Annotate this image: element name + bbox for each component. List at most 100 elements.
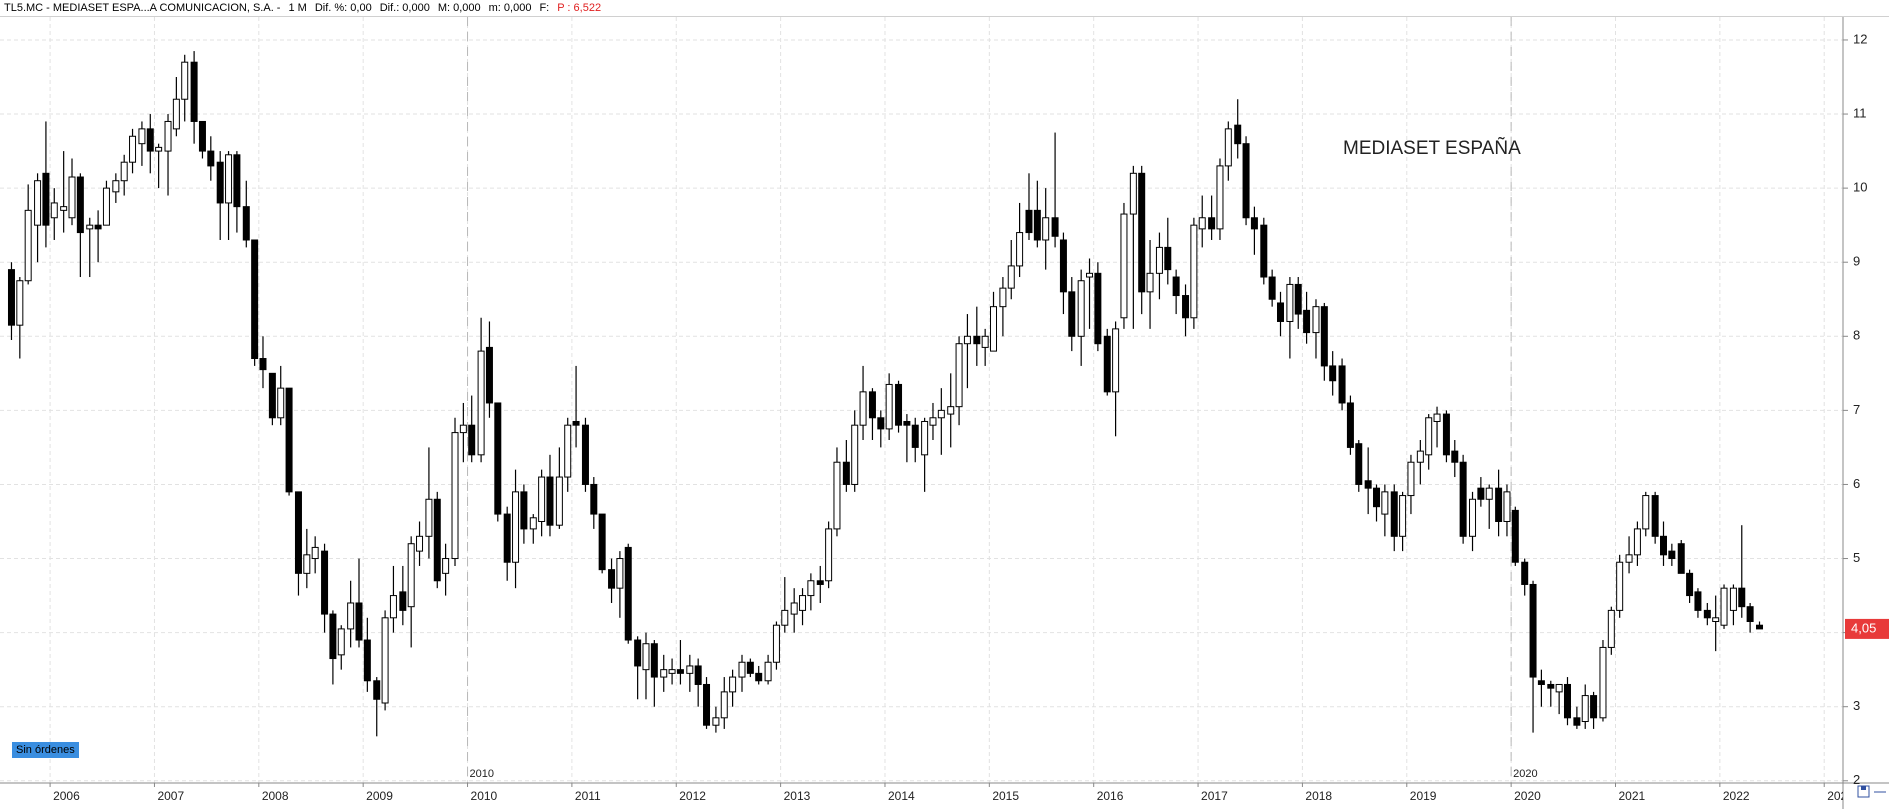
candle-body <box>1164 246 1172 271</box>
candle-body <box>1216 165 1224 230</box>
candle-body <box>1433 413 1441 422</box>
candle-body <box>1729 587 1737 611</box>
x-tick-label: 2014 <box>888 789 915 803</box>
info-bar: TL5.MC - MEDIASET ESPA...A COMUNICACION,… <box>0 0 1889 17</box>
candle-body <box>259 358 267 371</box>
stat: F: <box>539 2 550 14</box>
candle-body <box>1555 683 1563 693</box>
candle-body <box>1103 335 1111 393</box>
candle-body <box>416 535 424 552</box>
stat: M: 0,000 <box>437 2 481 14</box>
candle-body <box>451 432 459 560</box>
candle-body <box>1738 587 1746 608</box>
candle-body <box>381 617 389 704</box>
price: P : 6,522 <box>557 2 602 14</box>
stat: Dif. %: 0,00 <box>314 2 372 14</box>
candle-body <box>746 661 754 674</box>
candle-body <box>581 424 589 485</box>
orders-button[interactable]: Sin órdenes <box>12 742 79 758</box>
candle-body <box>790 602 798 615</box>
candle-body <box>963 335 971 345</box>
candle-body <box>999 287 1007 308</box>
candle-body <box>251 239 259 360</box>
candle-body <box>76 176 84 234</box>
candle-body <box>1616 561 1624 611</box>
candle-body <box>572 420 580 426</box>
x-labels: 2006 2007 2008 2009 2010 2011 2012 2013 2014 2015… <box>49 783 1854 803</box>
candle-body <box>990 306 998 352</box>
candle-body <box>546 476 554 526</box>
candle-body <box>1511 509 1519 563</box>
candle-body <box>1068 291 1076 337</box>
stat: Dif.: 0,000 <box>379 2 430 14</box>
candle-body <box>459 424 467 434</box>
candle-body <box>1381 491 1389 515</box>
candle-body <box>407 543 415 608</box>
candle-body <box>433 498 441 582</box>
candle-body <box>1390 491 1398 537</box>
y-tick-label: 3 <box>1853 698 1860 713</box>
x-tick-label: 2013 <box>784 789 811 803</box>
candle-body <box>1469 498 1477 537</box>
candle-body <box>799 595 807 611</box>
candle-body <box>1581 695 1589 723</box>
candle-body <box>34 180 42 226</box>
candle-body <box>1042 217 1050 241</box>
candle-body <box>895 383 903 426</box>
x-tick-label: 2015 <box>992 789 1019 803</box>
candle-body <box>1208 217 1216 230</box>
candle-body <box>1234 124 1242 145</box>
candle-body <box>1590 695 1598 719</box>
candle-body <box>1033 209 1041 241</box>
candle-body <box>1642 495 1650 530</box>
candle-body <box>981 335 989 348</box>
x-tick-label: 2022 <box>1723 789 1750 803</box>
candle-body <box>1599 646 1607 719</box>
candle-body <box>1686 572 1694 597</box>
candle-body <box>198 120 206 152</box>
candle-body <box>660 669 668 678</box>
candle-body <box>1407 461 1415 497</box>
candle-body <box>859 391 867 426</box>
candle-body <box>477 350 485 456</box>
candle-body <box>24 209 32 282</box>
candle-body <box>650 643 658 678</box>
candle-body <box>442 558 450 574</box>
y-tick-label: 9 <box>1853 254 1860 269</box>
candle-body <box>494 402 502 515</box>
stat: m: 0,000 <box>488 2 532 14</box>
candle-body <box>512 491 520 563</box>
separator-label: 2010 <box>470 768 494 780</box>
candle-body <box>1250 217 1258 230</box>
candle-body <box>1112 328 1120 393</box>
candle-body <box>538 476 546 522</box>
candle-body <box>1529 583 1537 678</box>
x-tick-label: 2023 <box>1827 789 1854 803</box>
candle-body <box>1625 554 1633 563</box>
y-tick-label: 2 <box>1853 772 1860 787</box>
candles <box>7 51 1764 737</box>
candle-body <box>937 409 945 419</box>
candle-body <box>347 602 355 630</box>
candle-body <box>676 669 684 674</box>
candle-body <box>781 609 789 626</box>
candle-body <box>1094 272 1102 345</box>
toolbar-icons <box>1857 785 1886 798</box>
candle-body <box>1312 306 1320 334</box>
candle-body <box>68 176 76 219</box>
y-tick-label: 11 <box>1853 105 1867 120</box>
y-tick-label: 6 <box>1853 476 1860 491</box>
candle-body <box>1459 461 1467 537</box>
candle-body <box>1077 280 1085 337</box>
candle-body <box>1016 232 1024 267</box>
candle-body <box>102 187 110 226</box>
candle-body <box>1268 276 1276 300</box>
candle-body <box>1198 217 1206 230</box>
candle-body <box>225 154 233 204</box>
candle-body <box>1399 495 1407 537</box>
candle-body <box>1129 172 1137 215</box>
